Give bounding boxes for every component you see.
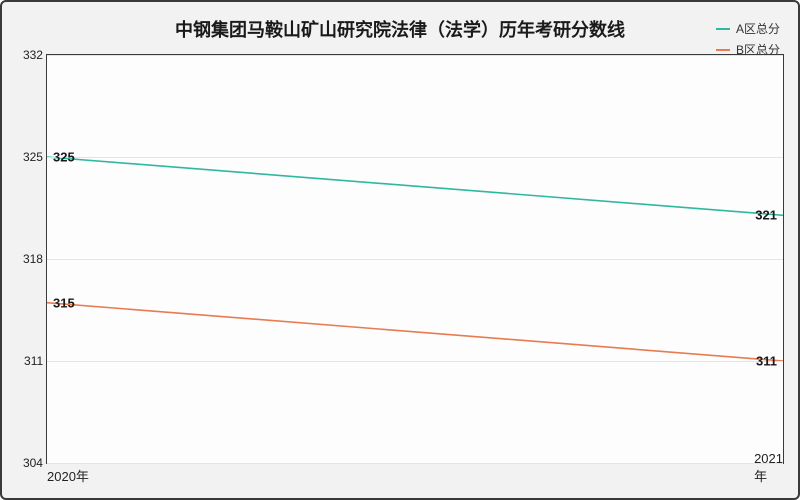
gridline: [47, 463, 783, 464]
plot-area: 3043113183253322020年2021年325321315311: [46, 54, 784, 464]
y-tick-label: 311: [24, 354, 43, 368]
point-label: 321: [755, 208, 777, 223]
gridline: [47, 259, 783, 260]
legend-label-a: A区总分: [736, 20, 780, 37]
line-series-b: [47, 303, 783, 361]
y-tick-label: 332: [23, 48, 43, 62]
point-label: 315: [53, 295, 75, 310]
point-label: 311: [756, 354, 777, 369]
chart-title: 中钢集团马鞍山矿山研究院法律（法学）历年考研分数线: [2, 16, 798, 42]
line-series-a: [47, 157, 783, 215]
gridline: [47, 361, 783, 362]
y-tick-label: 325: [23, 150, 43, 164]
legend-swatch-b: [716, 49, 730, 51]
y-tick-label: 304: [23, 456, 43, 470]
point-label: 325: [53, 150, 75, 165]
x-tick-label: 2020年: [47, 466, 89, 485]
y-tick-label: 318: [23, 252, 43, 266]
chart-container: 中钢集团马鞍山矿山研究院法律（法学）历年考研分数线 A区总分 B区总分 3043…: [0, 0, 800, 500]
x-tick-label: 2021年: [754, 451, 783, 485]
gridline: [47, 55, 783, 56]
legend-swatch-a: [716, 28, 730, 30]
gridline: [47, 157, 783, 158]
legend-item-a: A区总分: [716, 20, 780, 37]
